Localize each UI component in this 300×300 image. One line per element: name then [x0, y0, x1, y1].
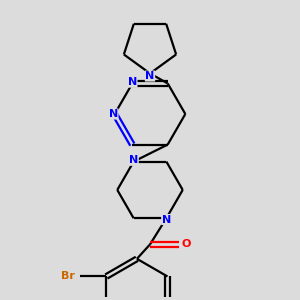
Text: O: O — [182, 239, 191, 249]
Text: Br: Br — [61, 272, 75, 281]
Text: N: N — [128, 77, 137, 87]
Text: N: N — [162, 214, 171, 225]
Text: N: N — [129, 155, 138, 165]
Text: N: N — [146, 71, 154, 81]
Text: N: N — [109, 109, 118, 119]
